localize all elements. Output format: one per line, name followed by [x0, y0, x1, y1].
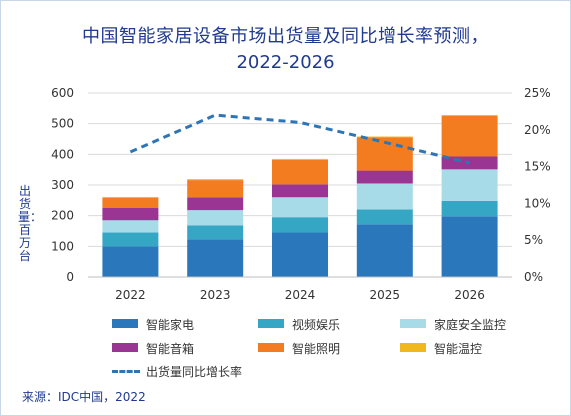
- bar-segment: [187, 225, 244, 240]
- bar-segment: [441, 216, 498, 277]
- bar-segment: [272, 217, 328, 233]
- bar-segment: [187, 239, 244, 277]
- y2-tick-label: 0%: [524, 270, 543, 284]
- bar-segment: [272, 158, 328, 160]
- chart-title: 中国智能家居设备市场出货量及同比增长率预测，: [82, 26, 489, 47]
- bar-segment: [272, 159, 328, 185]
- x-tick-label: 2024: [285, 288, 316, 300]
- y2-tick-label: 25%: [524, 86, 551, 100]
- bar-segment: [356, 136, 413, 138]
- legend-swatch: [258, 343, 284, 352]
- legend-label: 出货量同比增长率: [146, 365, 243, 379]
- bar-segment: [441, 115, 498, 116]
- source-note: 来源：IDC中国，2022: [22, 390, 146, 404]
- legend-label: 智能照明: [292, 342, 341, 356]
- y-tick-label: 200: [51, 209, 74, 223]
- y2-tick-label: 20%: [524, 123, 551, 137]
- legend-label: 智能温控: [434, 342, 483, 356]
- legend-swatch: [112, 343, 138, 352]
- x-tick-label: 2023: [200, 288, 231, 300]
- bar-segment: [356, 209, 413, 225]
- bar-segment: [356, 170, 413, 184]
- bar-segment: [187, 197, 244, 211]
- bar-segment: [272, 232, 328, 277]
- bar-segment: [187, 180, 244, 198]
- growth-rate-line: [129, 113, 470, 165]
- bar-segment: [102, 246, 159, 277]
- y-tick-label: 300: [51, 178, 74, 192]
- bar-segment: [102, 208, 159, 221]
- y2-tick-label: 15%: [524, 160, 551, 174]
- bar-segment: [441, 200, 498, 217]
- chart-plot: 0 100 200 300 400 500 600 0% 5% 10% 15% 20% 25% 2022 2…: [51, 86, 551, 300]
- bar-segment: [441, 116, 498, 157]
- bar-segment: [102, 220, 159, 233]
- bar-segment: [356, 183, 413, 210]
- bar-segment: [356, 224, 413, 277]
- bar-segment: [102, 196, 159, 198]
- legend-swatch: [258, 319, 284, 328]
- bar-segment: [441, 169, 498, 201]
- legend-dash-line: [112, 370, 140, 373]
- bar-segment: [102, 197, 159, 208]
- legend-label: 视频娱乐: [292, 318, 341, 332]
- y-tick-label: 100: [51, 239, 74, 253]
- y2-tick-label: 10%: [524, 196, 551, 210]
- y-tick-label: 500: [51, 117, 74, 131]
- legend-swatch: [400, 319, 426, 328]
- y-tick-label: 600: [51, 86, 74, 100]
- bar-segment: [272, 197, 328, 218]
- y-tick-label: 0: [66, 270, 74, 284]
- legend-label: 智能音箱: [146, 342, 195, 356]
- legend-swatch: [112, 319, 138, 328]
- y2-tick-label: 5%: [524, 233, 543, 247]
- bar-segment: [187, 210, 244, 226]
- bar-segment: [187, 179, 244, 181]
- bar-segment: [102, 232, 159, 247]
- legend-label: 智能家电: [146, 318, 195, 332]
- legend-swatch: [400, 343, 426, 352]
- bar-segment: [272, 184, 328, 198]
- x-tick-label: 2022: [115, 288, 146, 300]
- legend-label: 家庭安全监控: [434, 318, 507, 332]
- x-tick-label: 2026: [454, 288, 485, 300]
- x-tick-label: 2025: [370, 288, 401, 300]
- y-tick-label: 400: [51, 147, 74, 161]
- chart-subtitle: 2022-2026: [236, 52, 335, 73]
